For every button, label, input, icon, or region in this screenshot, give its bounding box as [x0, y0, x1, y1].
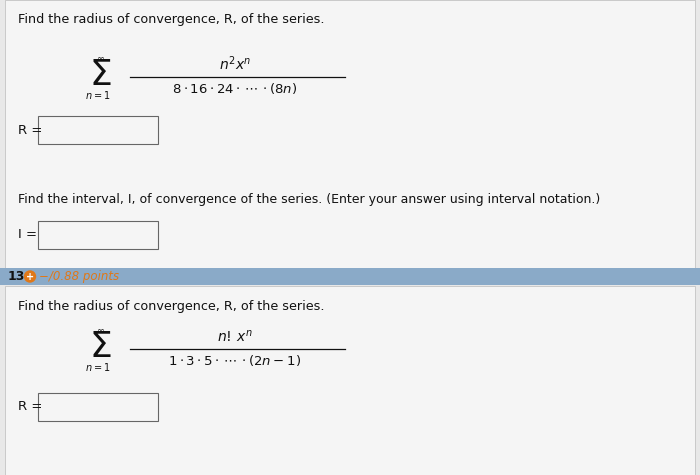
- Text: −/0.88 points: −/0.88 points: [39, 270, 119, 283]
- Text: $n=1$: $n=1$: [85, 89, 111, 101]
- Circle shape: [25, 271, 36, 282]
- Text: $8\cdot16\cdot24\cdot\,\cdots\,\cdot(8n)$: $8\cdot16\cdot24\cdot\,\cdots\,\cdot(8n)…: [172, 81, 298, 96]
- Text: +: +: [26, 272, 34, 282]
- Text: $n=1$: $n=1$: [85, 361, 111, 373]
- Text: $n^2x^n$: $n^2x^n$: [219, 55, 251, 73]
- Text: $\Sigma$: $\Sigma$: [89, 330, 111, 364]
- Text: $\infty$: $\infty$: [95, 325, 104, 335]
- Bar: [38, 116, 158, 144]
- Text: I =: I =: [18, 228, 37, 241]
- Text: 13.: 13.: [8, 270, 30, 283]
- Text: $\infty$: $\infty$: [95, 53, 104, 63]
- Text: Find the radius of convergence, R, of the series.: Find the radius of convergence, R, of th…: [18, 13, 325, 26]
- Text: R =: R =: [18, 124, 43, 136]
- Text: $\Sigma$: $\Sigma$: [89, 58, 111, 92]
- Bar: [38, 393, 158, 421]
- Text: Find the interval, I, of convergence of the series. (Enter your answer using int: Find the interval, I, of convergence of …: [18, 193, 601, 206]
- Bar: [5, 286, 695, 475]
- Text: R =: R =: [18, 400, 43, 414]
- Bar: [5, 0, 695, 268]
- Text: $1\cdot3\cdot5\cdot\,\cdots\,\cdot(2n-1)$: $1\cdot3\cdot5\cdot\,\cdots\,\cdot(2n-1)…: [169, 353, 302, 368]
- Bar: [0, 268, 700, 285]
- Bar: [38, 221, 158, 249]
- Text: $n!\,x^n$: $n!\,x^n$: [217, 329, 253, 345]
- Text: Find the radius of convergence, R, of the series.: Find the radius of convergence, R, of th…: [18, 300, 325, 313]
